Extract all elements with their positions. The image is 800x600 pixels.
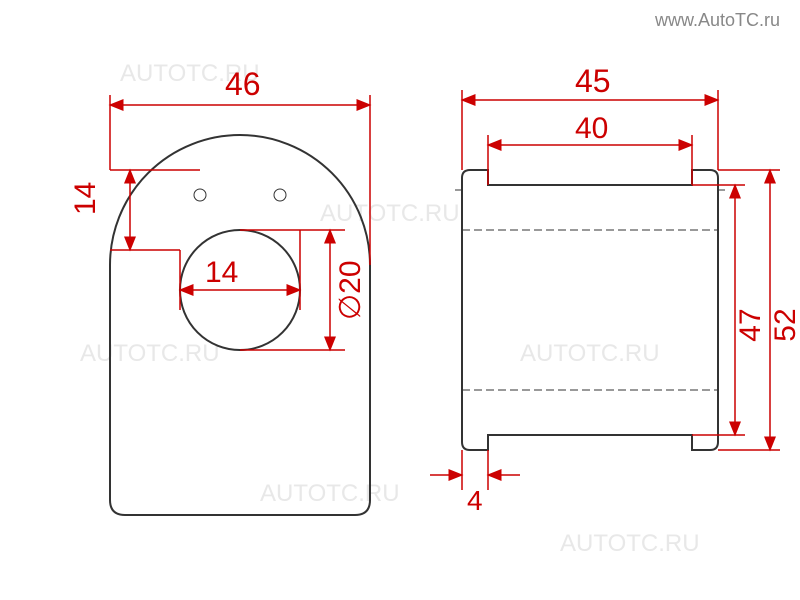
technical-drawing: 46 14 14 ∅20 <box>0 0 800 600</box>
dim-4: 4 <box>467 485 483 516</box>
dim-46: 46 <box>225 66 261 102</box>
dim-52: 52 <box>769 308 800 341</box>
dim-40: 40 <box>575 112 608 145</box>
dim-d20: ∅20 <box>334 260 367 320</box>
dim-47: 47 <box>734 308 767 341</box>
dim-45: 45 <box>575 63 611 99</box>
dim-14v: 14 <box>69 182 102 215</box>
left-view: 46 14 14 ∅20 <box>69 66 370 515</box>
drawing-canvas: AUTOTC.RU AUTOTC.RU AUTOTC.RU AUTOTC.RU … <box>0 0 800 600</box>
right-view: 45 40 52 47 4 <box>430 63 800 516</box>
dim-14h: 14 <box>205 256 238 289</box>
